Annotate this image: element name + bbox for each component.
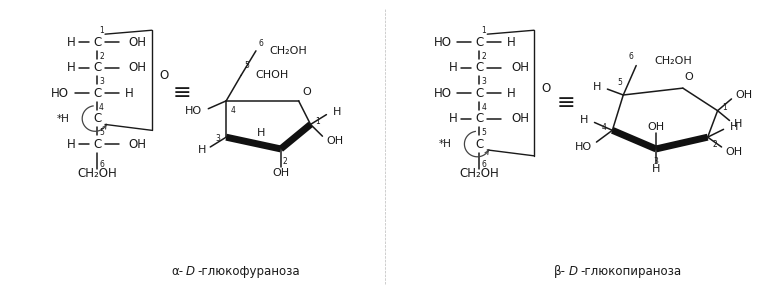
Text: O: O	[302, 87, 311, 97]
Text: 1: 1	[315, 117, 320, 126]
Text: 1: 1	[722, 103, 727, 112]
Text: 4: 4	[231, 106, 236, 115]
Text: D: D	[186, 265, 194, 278]
Text: H: H	[580, 116, 588, 126]
Text: 5: 5	[99, 128, 104, 137]
Text: O: O	[159, 69, 168, 82]
Text: 6: 6	[259, 39, 264, 48]
Text: C: C	[475, 61, 483, 74]
Text: ≡: ≡	[557, 93, 575, 113]
Text: CH₂OH: CH₂OH	[270, 46, 308, 56]
Text: 3: 3	[99, 77, 104, 86]
Text: H: H	[733, 119, 742, 129]
Text: 3: 3	[481, 77, 487, 86]
Text: C: C	[475, 138, 483, 151]
Text: H: H	[507, 86, 516, 100]
Text: HO: HO	[575, 142, 592, 152]
Text: HO: HO	[52, 86, 69, 100]
Text: C: C	[93, 36, 101, 48]
Text: C: C	[93, 61, 101, 74]
Text: CHOH: CHOH	[255, 70, 288, 80]
Text: H: H	[651, 164, 660, 173]
Text: 6: 6	[481, 159, 487, 168]
Text: HO: HO	[433, 86, 452, 100]
Text: H: H	[66, 138, 76, 151]
Text: H: H	[198, 145, 207, 155]
Text: OH: OH	[511, 112, 529, 125]
Text: -глюкофураноза: -глюкофураноза	[197, 265, 300, 278]
Text: H: H	[332, 107, 341, 117]
Text: 2: 2	[283, 157, 288, 166]
Text: OH: OH	[648, 122, 665, 132]
Text: C: C	[93, 138, 101, 151]
Text: 4: 4	[481, 103, 487, 112]
Text: C: C	[475, 36, 483, 48]
Text: *H: *H	[439, 139, 452, 149]
Text: C: C	[475, 112, 483, 125]
Text: ≡: ≡	[172, 83, 190, 103]
Text: CH₂OH: CH₂OH	[77, 167, 117, 180]
Text: 4: 4	[99, 103, 104, 112]
Text: HO: HO	[185, 106, 202, 116]
Text: H: H	[449, 112, 457, 125]
Text: H: H	[449, 61, 457, 74]
Text: H: H	[125, 86, 133, 100]
Text: 2: 2	[99, 52, 104, 61]
Text: β-: β-	[554, 265, 566, 278]
Text: 1: 1	[99, 26, 104, 35]
Text: OH: OH	[736, 90, 752, 100]
Text: 2: 2	[712, 140, 717, 149]
Text: H: H	[729, 122, 738, 132]
Text: HO: HO	[433, 36, 452, 48]
Text: 2: 2	[481, 52, 486, 61]
Text: 6: 6	[628, 52, 633, 61]
Text: OH: OH	[129, 61, 146, 74]
Text: OH: OH	[129, 138, 146, 151]
Text: OH: OH	[726, 147, 742, 157]
Text: CH₂OH: CH₂OH	[654, 56, 692, 66]
Text: α-: α-	[171, 265, 183, 278]
Text: 6: 6	[99, 159, 104, 168]
Text: H: H	[593, 82, 601, 92]
Text: H: H	[257, 128, 265, 138]
Text: C: C	[93, 86, 101, 100]
Text: OH: OH	[326, 136, 344, 146]
Text: D: D	[569, 265, 577, 278]
Text: 5: 5	[618, 78, 623, 87]
Text: C: C	[93, 112, 101, 125]
Text: H: H	[66, 36, 76, 48]
Text: O: O	[685, 72, 694, 82]
Text: 3: 3	[654, 157, 658, 166]
Text: 1: 1	[481, 26, 486, 35]
Text: OH: OH	[272, 168, 289, 178]
Text: C: C	[475, 86, 483, 100]
Text: OH: OH	[129, 36, 146, 48]
Text: 5: 5	[481, 128, 487, 137]
Text: CH₂OH: CH₂OH	[460, 167, 499, 180]
Text: -глюкопираноза: -глюкопираноза	[581, 265, 682, 278]
Text: H: H	[507, 36, 516, 48]
Text: OH: OH	[511, 61, 529, 74]
Text: 3: 3	[215, 134, 221, 143]
Text: H: H	[66, 61, 76, 74]
Text: 4: 4	[601, 123, 607, 132]
Text: O: O	[541, 82, 550, 95]
Text: 5: 5	[244, 61, 249, 70]
Text: *H: *H	[56, 114, 69, 124]
